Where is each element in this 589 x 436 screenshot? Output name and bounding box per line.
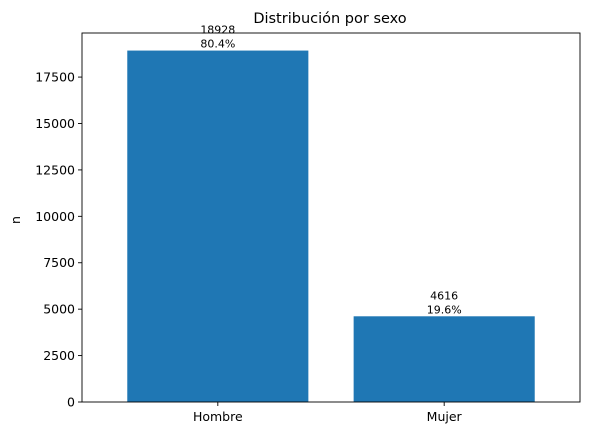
y-tick-label: 15000 <box>35 116 75 131</box>
y-tick-label: 17500 <box>35 70 75 85</box>
x-tick-label: Hombre <box>193 409 243 424</box>
bar-count-label: 18928 <box>200 24 235 37</box>
y-tick-label: 5000 <box>43 302 75 317</box>
bar-percent-label: 80.4% <box>200 38 235 51</box>
bar-hombre <box>127 50 309 402</box>
y-tick-label: 7500 <box>43 255 75 270</box>
plot-frame <box>81 32 581 403</box>
y-axis-label: n <box>8 216 23 224</box>
x-ticks: Hombre Mujer <box>193 402 463 424</box>
y-tick-label: 0 <box>67 395 75 410</box>
y-ticks: 0 2500 5000 7500 10000 12500 15000 17500 <box>35 70 82 410</box>
bar-mujer <box>353 316 535 402</box>
y-tick-label: 2500 <box>43 348 75 363</box>
bar-percent-label: 19.6% <box>427 303 462 316</box>
bars <box>127 50 535 402</box>
y-tick-label: 10000 <box>35 209 75 224</box>
y-tick-label: 12500 <box>35 162 75 177</box>
bar-count-label: 4616 <box>430 289 458 302</box>
chart-title: Distribución por sexo <box>253 11 406 27</box>
x-tick-label: Mujer <box>427 409 463 424</box>
